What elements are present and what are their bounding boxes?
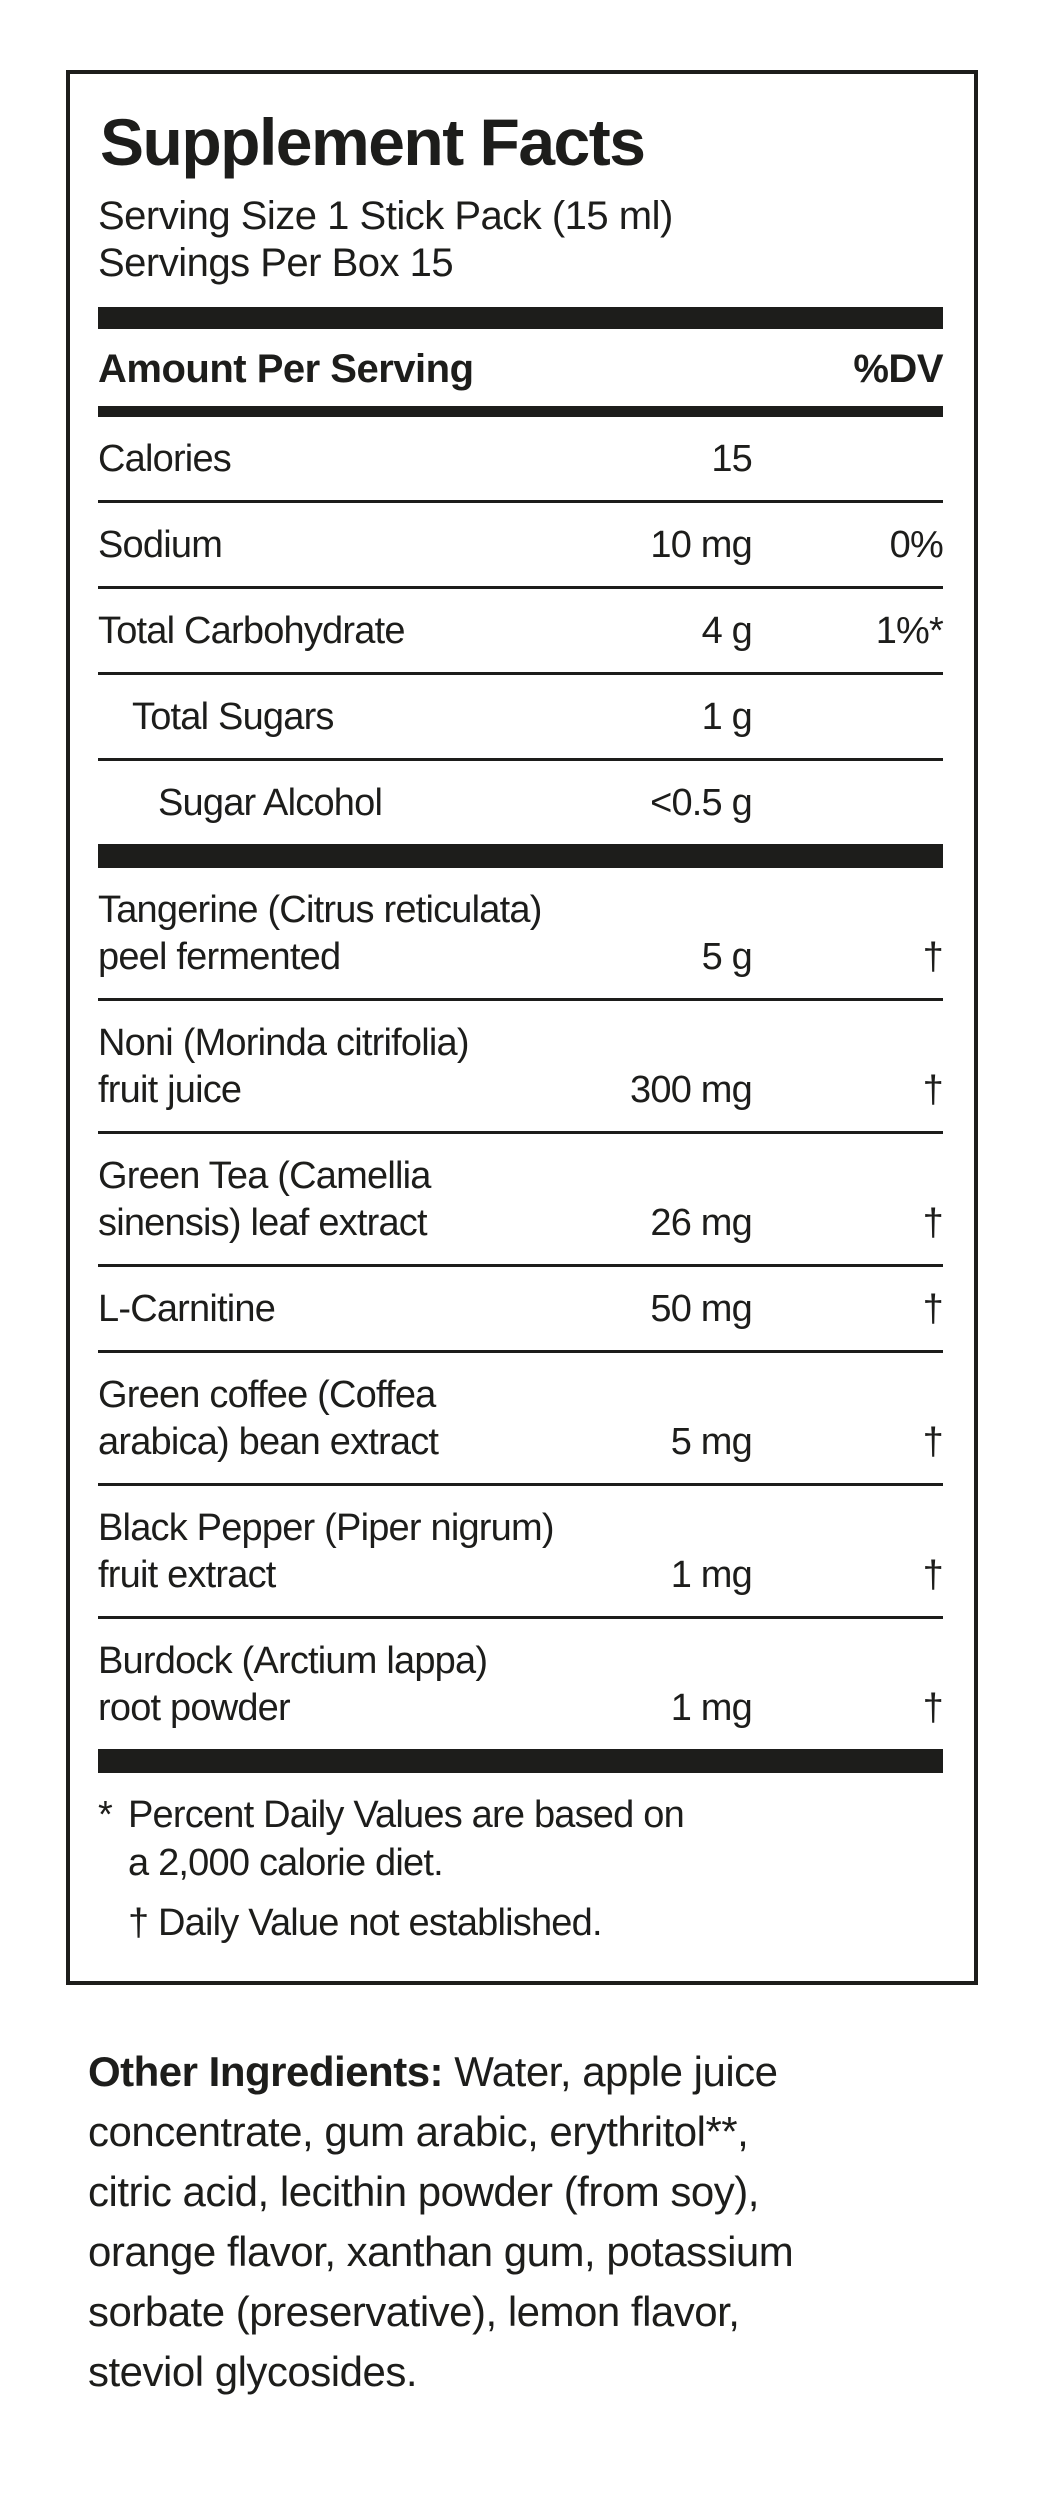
dv-footnote-line2: a 2,000 calorie diet. (128, 1842, 444, 1885)
servings-per-box: Servings Per Box 15 (98, 241, 454, 286)
nutrient-amount: 26 mg (650, 1202, 752, 1245)
dagger-symbol: † (128, 1902, 149, 1945)
dagger-footnote-text: Daily Value not established. (158, 1902, 603, 1945)
nutrient-dv: † (922, 1288, 944, 1331)
nutrient-row: Sugar Alcohol <0.5 g (98, 761, 943, 844)
nutrient-row: Noni (Morinda citrifolia) fruit juice 300… (98, 1001, 944, 1135)
nutrient-name: Burdock (Arctium lappa) root powder (98, 1640, 488, 1730)
nutrient-amount: 1 mg (670, 1687, 753, 1730)
other-ingredients-rest: concentrate, gum arabic, erythritol**, c… (88, 2108, 794, 2395)
nutrient-row: Burdock (Arctium lappa) root powder 1 mg † (98, 1619, 944, 1749)
nutrient-rows: Calories 15 Sodium 10 mg 0% Total Carbohydrat… (98, 417, 944, 1774)
section-divider-bar (98, 844, 943, 869)
nutrient-name: Black Pepper (Piper nigrum) fruit extrac… (98, 1507, 555, 1597)
dagger-footnote: † Daily Value not established. (128, 1899, 943, 1947)
dv-footnote: * Percent Daily Values are based on a 2,0… (98, 1791, 943, 1887)
asterisk-symbol: * (98, 1794, 113, 1837)
nutrient-row: Black Pepper (Piper nigrum) fruit extrac… (98, 1486, 944, 1620)
nutrient-row: Green Tea (Camellia sinensis) leaf extra… (98, 1134, 944, 1268)
nutrient-row: Calories 15 (98, 417, 943, 504)
nutrient-row: Tangerine (Citrus reticulata) peel ferme… (98, 868, 944, 1002)
nutrient-dv: 0% (889, 524, 944, 567)
serving-info: Serving Size 1 Stick Pack (15 ml) Servin… (98, 193, 943, 287)
nutrient-amount: 5 g (701, 936, 753, 979)
nutrient-dv: † (922, 1069, 944, 1112)
serving-size: Serving Size 1 Stick Pack (15 ml) (98, 194, 673, 239)
nutrient-row: L-Carnitine 50 mg † (98, 1267, 944, 1354)
nutrient-dv: 1%* (875, 610, 944, 653)
nutrient-row: Total Sugars 1 g (98, 675, 943, 762)
header-divider-bar (98, 406, 943, 418)
nutrient-dv: † (922, 1202, 944, 1245)
supplement-facts-panel: Supplement Facts Serving Size 1 Stick Pa… (66, 70, 978, 1986)
amount-per-serving-header: Amount Per Serving (98, 347, 474, 392)
nutrient-amount: 50 mg (650, 1288, 752, 1331)
nutrient-amount: 5 mg (670, 1421, 753, 1464)
nutrient-row: Sodium 10 mg 0% (98, 503, 944, 590)
nutrient-name: Sugar Alcohol (158, 782, 383, 825)
nutrient-dv: † (922, 936, 944, 979)
nutrient-name: Tangerine (Citrus reticulata) peel ferme… (98, 889, 542, 979)
nutrient-amount: 300 mg (630, 1069, 753, 1112)
panel-title: Supplement Facts (100, 105, 646, 179)
nutrient-name: Sodium (98, 524, 223, 567)
footnotes: * Percent Daily Values are based on a 2,0… (98, 1791, 943, 1947)
nutrient-name: Total Sugars (132, 696, 334, 739)
section-divider-bar (98, 1749, 943, 1774)
nutrient-dv: † (922, 1554, 944, 1597)
other-ingredients-lead: Other Ingredients: (88, 2048, 444, 2095)
nutrient-amount: 1 g (701, 696, 753, 739)
nutrient-name: L-Carnitine (98, 1288, 276, 1331)
nutrient-name: Calories (98, 438, 232, 481)
table-header-row: Amount Per Serving %DV (98, 329, 943, 406)
percent-dv-header: %DV (853, 347, 943, 392)
nutrient-dv: † (922, 1687, 944, 1730)
nutrient-dv: † (922, 1421, 944, 1464)
section-divider-bar (98, 307, 943, 330)
nutrient-amount: 4 g (701, 610, 753, 653)
nutrient-amount: <0.5 g (650, 782, 753, 825)
dv-footnote-text: Percent Daily Values are based on a 2,000… (128, 1791, 685, 1887)
nutrient-amount: 15 (711, 438, 752, 481)
nutrient-name: Noni (Morinda citrifolia) fruit juice (98, 1022, 469, 1112)
nutrient-name: Green Tea (Camellia sinensis) leaf extra… (98, 1155, 431, 1245)
nutrient-amount: 1 mg (670, 1554, 753, 1597)
other-ingredients-paragraph: Other Ingredients: Water, apple juice con… (88, 2042, 988, 2402)
nutrient-row: Total Carbohydrate 4 g 1%* (98, 589, 944, 676)
nutrient-row: Green coffee (Coffea arabica) bean extra… (98, 1353, 944, 1487)
nutrient-amount: 10 mg (650, 524, 752, 567)
dv-footnote-line1: Percent Daily Values are based on (128, 1794, 685, 1837)
nutrient-name: Total Carbohydrate (98, 610, 405, 653)
other-ingredients-line1: Water, apple juice (443, 2048, 778, 2095)
nutrient-name: Green coffee (Coffea arabica) bean extra… (98, 1374, 439, 1464)
